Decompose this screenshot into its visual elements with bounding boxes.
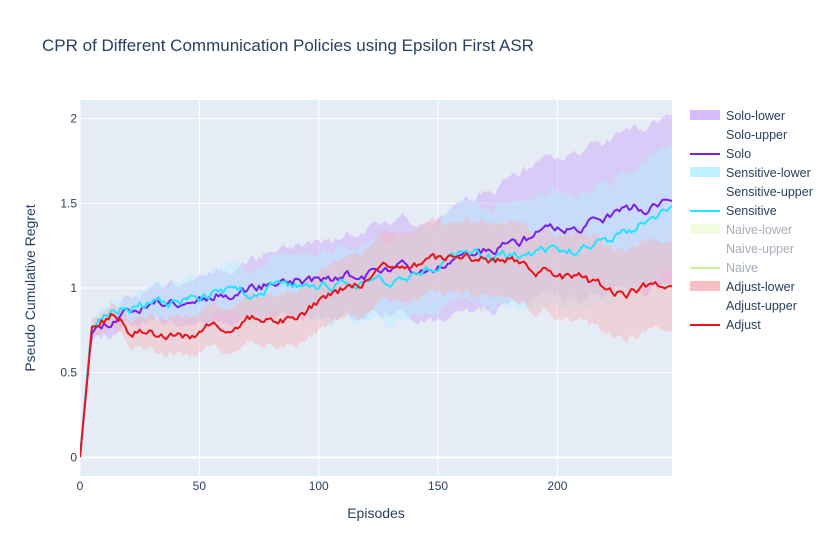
legend-label: Sensitive: [726, 204, 777, 218]
legend-label: Solo: [726, 147, 751, 161]
legend-item[interactable]: Naive-upper: [726, 242, 794, 256]
x-axis: 0 50 100 150 200: [77, 479, 568, 493]
legend-swatch: [690, 167, 720, 177]
series-group: [80, 113, 672, 458]
legend-swatch: [690, 224, 720, 234]
confidence-band: [80, 143, 672, 458]
x-tick-label: 0: [77, 479, 84, 493]
legend-label: Naive: [726, 261, 758, 275]
legend-label: Sensitive-lower: [726, 166, 811, 180]
series-line: [80, 252, 672, 458]
legend-item[interactable]: Adjust-upper: [726, 299, 797, 313]
y-axis-label: Pseudo Cumulative Regret: [22, 204, 38, 371]
legend-swatch: [690, 281, 720, 291]
legend-item[interactable]: Naive-lower: [690, 223, 792, 237]
legend-label: Adjust-upper: [726, 299, 797, 313]
y-tick-label: 2: [70, 112, 77, 126]
series-line: [80, 204, 672, 458]
confidence-band: [80, 113, 672, 458]
legend: Solo-lower Solo-upper Solo Sensitive-lower S…: [690, 109, 813, 332]
legend-label: Solo-upper: [726, 128, 787, 142]
legend-item[interactable]: Adjust-lower: [690, 280, 795, 294]
legend-item[interactable]: Adjust: [690, 318, 761, 332]
x-axis-label: Episodes: [347, 505, 405, 521]
y-tick-label: 1: [70, 281, 77, 295]
x-tick-label: 50: [193, 479, 207, 493]
legend-label: Sensitive-upper: [726, 185, 813, 199]
legend-item[interactable]: Solo-upper: [726, 128, 787, 142]
legend-item[interactable]: Solo: [690, 147, 751, 161]
legend-item[interactable]: Sensitive: [690, 204, 777, 218]
legend-label: Solo-lower: [726, 109, 785, 123]
y-tick-label: 1.5: [60, 196, 77, 210]
legend-item[interactable]: Sensitive-upper: [726, 185, 813, 199]
y-tick-label: 0: [70, 450, 77, 464]
legend-label: Naive-lower: [726, 223, 792, 237]
legend-item[interactable]: Solo-lower: [690, 109, 785, 123]
legend-item[interactable]: Sensitive-lower: [690, 166, 811, 180]
legend-item[interactable]: Naive: [690, 261, 758, 275]
x-tick-label: 200: [547, 479, 567, 493]
legend-swatch: [690, 110, 720, 120]
legend-label: Adjust-lower: [726, 280, 795, 294]
confidence-band: [80, 216, 672, 458]
legend-label: Naive-upper: [726, 242, 794, 256]
x-tick-label: 150: [428, 479, 448, 493]
chart-title: CPR of Different Communication Policies …: [42, 36, 534, 55]
x-tick-label: 100: [309, 479, 329, 493]
legend-label: Adjust: [726, 318, 761, 332]
y-tick-label: 0.5: [60, 366, 77, 380]
y-axis: 0 0.5 1 1.5 2: [60, 112, 77, 465]
